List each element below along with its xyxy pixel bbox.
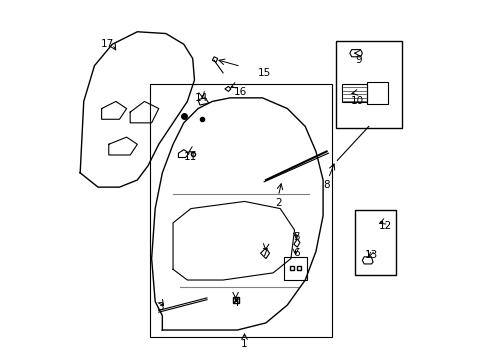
Text: 5: 5 [292,232,299,242]
Text: 1: 1 [241,339,247,349]
Text: 16: 16 [234,87,247,98]
Text: 12: 12 [378,221,391,231]
Text: 2: 2 [275,198,281,208]
Text: 14: 14 [195,93,208,103]
Text: 9: 9 [355,55,362,65]
Text: 4: 4 [232,298,239,308]
Text: 6: 6 [292,248,299,258]
Text: 3: 3 [157,302,163,312]
Text: 10: 10 [350,96,363,107]
Text: 7: 7 [260,248,267,258]
Text: 15: 15 [257,68,270,78]
Text: 11: 11 [184,152,197,162]
Text: 17: 17 [100,39,113,49]
Text: 13: 13 [364,250,377,260]
Text: 8: 8 [323,180,329,190]
